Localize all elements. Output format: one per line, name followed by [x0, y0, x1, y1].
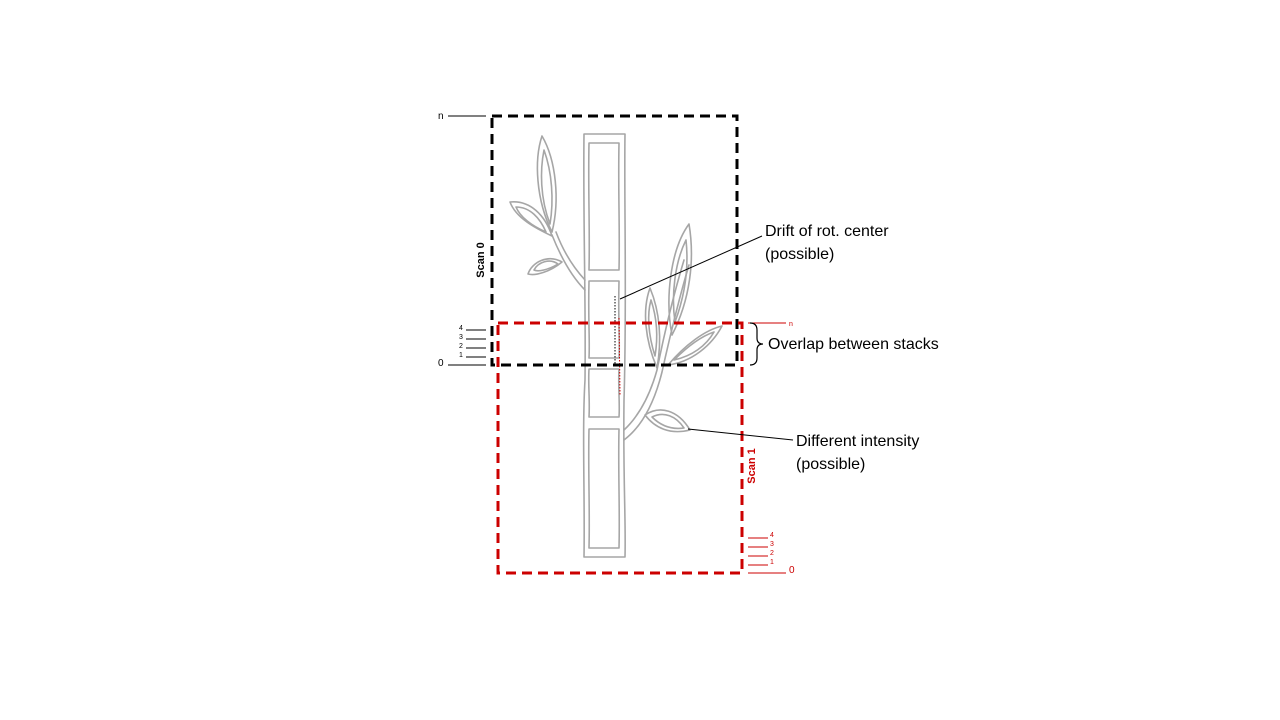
overlap-label: Overlap between stacks	[768, 336, 939, 353]
intensity-label-line1: Different intensity	[796, 433, 919, 450]
right-leaf-wide	[667, 325, 723, 366]
bamboo-segment-2	[587, 280, 621, 359]
scan0-tick-label-1: 1	[459, 352, 463, 359]
scan1-tick-label-4: 4	[770, 532, 774, 539]
bamboo-illustration	[509, 133, 723, 558]
right-leaf-mid-inner	[647, 299, 658, 357]
bamboo-segment-3	[587, 368, 621, 418]
rot-center-scan1-line	[618, 317, 621, 396]
bamboo-stalk-outer	[582, 133, 627, 558]
right-leaf-tall	[668, 223, 693, 336]
scan1-tick-label-3: 3	[770, 541, 774, 548]
left-leaf-top-inner	[540, 149, 553, 225]
scan1-bottom-label: 0	[789, 565, 795, 576]
intensity-label-line2: (possible)	[796, 456, 865, 473]
scan0-bottom-label: 0	[438, 358, 444, 369]
intensity-leader-line	[687, 428, 794, 441]
right-branch	[623, 259, 685, 431]
scan0-tick-label-2: 2	[459, 343, 463, 350]
overlap-brace	[749, 322, 764, 366]
bamboo-segment-1	[587, 142, 621, 271]
scan1-label: Scan 1	[746, 448, 758, 483]
right-leaf-low-inner	[651, 413, 685, 430]
left-branch	[551, 234, 586, 291]
right-leaf-low	[644, 409, 691, 433]
scan1-tick-label-2: 2	[770, 550, 774, 557]
scan0-tick-label-4: 4	[459, 325, 463, 332]
scan0-top-label: n	[438, 111, 444, 122]
left-leaf-low-inner	[533, 260, 559, 272]
scan1-top-label: n	[789, 321, 793, 328]
drift-label-line1: Drift of rot. center	[765, 223, 889, 240]
scan0-frame	[490, 114, 739, 367]
left-leaf-mid-inner	[515, 206, 547, 233]
drift-leader-line	[619, 235, 763, 300]
drift-label-line2: (possible)	[765, 246, 834, 263]
scan1-tick-label-1: 1	[770, 559, 774, 566]
right-branch-inner	[623, 264, 690, 441]
left-leaf-top	[536, 135, 557, 233]
scan0-tick-label-3: 3	[459, 334, 463, 341]
bamboo-segment-4	[587, 428, 621, 549]
right-leaf-mid	[644, 287, 661, 369]
scan1-frame	[496, 321, 744, 575]
right-leaf-wide-inner	[673, 331, 715, 361]
left-leaf-low	[527, 258, 563, 276]
scan0-label: Scan 0	[475, 242, 487, 277]
left-branch-inner	[555, 231, 586, 281]
right-leaf-tall-inner	[672, 239, 688, 323]
